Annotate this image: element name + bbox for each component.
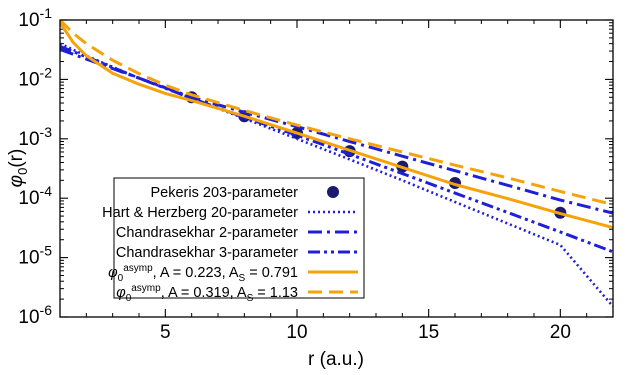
legend-label: φ0asymp, A = 0.223, AS = 0.791 — [108, 263, 298, 284]
axis-ticks: 5 10 15 20 10-1 10-2 10-3 10-4 10-5 10-6 — [18, 5, 614, 343]
y-tick-label: 10-3 — [18, 124, 52, 150]
y-axis-label-subscript: 0 — [15, 168, 30, 175]
legend-box — [113, 177, 365, 299]
series-line-5 — [60, 20, 613, 207]
y-tick-label: 10-5 — [18, 243, 52, 269]
x-tick-label: 20 — [550, 322, 571, 343]
plot-frame — [59, 19, 614, 318]
x-axis-label: r (a.u.) — [308, 349, 364, 370]
series-line-4 — [60, 21, 613, 230]
x-tick-label: 10 — [286, 322, 307, 343]
y-tick-label: 10-6 — [18, 302, 52, 328]
series-line-2 — [60, 47, 613, 215]
series-layer — [60, 20, 613, 308]
legend-sample-point — [327, 186, 339, 198]
legend-label: Chandrasekhar 2-parameter — [116, 225, 298, 241]
x-tick-label: 5 — [160, 322, 171, 343]
y-tick-label: 10-2 — [18, 64, 52, 90]
y-tick-label: 10-4 — [18, 183, 52, 209]
legend: Pekeris 203-parameter Hart & Herzberg 20-… — [102, 177, 365, 304]
y-axis-label-tail: (r) — [6, 149, 27, 168]
y-axis-label-phi: φ — [6, 175, 27, 187]
y-axis-label: φ0(r) — [6, 149, 30, 188]
series-line-3 — [60, 44, 613, 254]
legend-label: Chandrasekhar 3-parameter — [116, 245, 298, 261]
x-tick-label: 15 — [418, 322, 439, 343]
legend-label: Hart & Herzberg 20-parameter — [102, 205, 298, 221]
legend-label: Pekeris 203-parameter — [151, 185, 299, 201]
legend-label: φ0asymp, A = 0.319, AS = 1.13 — [116, 283, 298, 304]
y-tick-label: 10-1 — [18, 5, 52, 31]
